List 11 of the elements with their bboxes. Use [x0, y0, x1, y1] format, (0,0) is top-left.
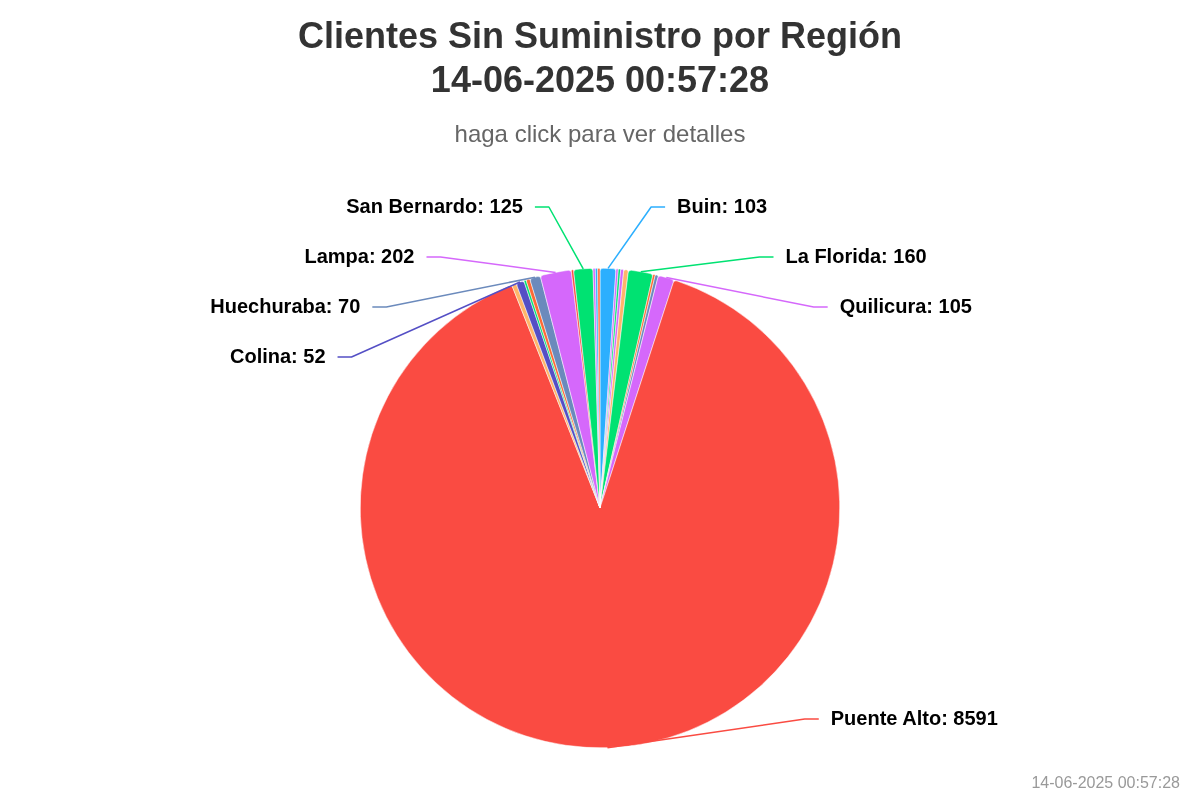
chart-title: Clientes Sin Suministro por Región 14-06-2025 00:57:28 — [296, 14, 904, 102]
slice-label: Lampa: 202 — [304, 244, 415, 267]
chart-subtitle: haga click para ver detalles — [453, 120, 747, 148]
slice-label: Quilicura: 105 — [839, 294, 972, 317]
slice-label: San Bernardo: 125 — [346, 194, 523, 217]
slice-label: La Florida: 160 — [785, 244, 927, 267]
slice-label: Huechuraba: 70 — [210, 294, 361, 317]
text: 14-06-2025 00:57:28 — [1031, 774, 1180, 792]
slice-label: Buin: 103 — [677, 194, 768, 217]
slice-label: Puente Alto: 8591 — [830, 706, 998, 729]
slice-label: Colina: 52 — [229, 344, 326, 367]
